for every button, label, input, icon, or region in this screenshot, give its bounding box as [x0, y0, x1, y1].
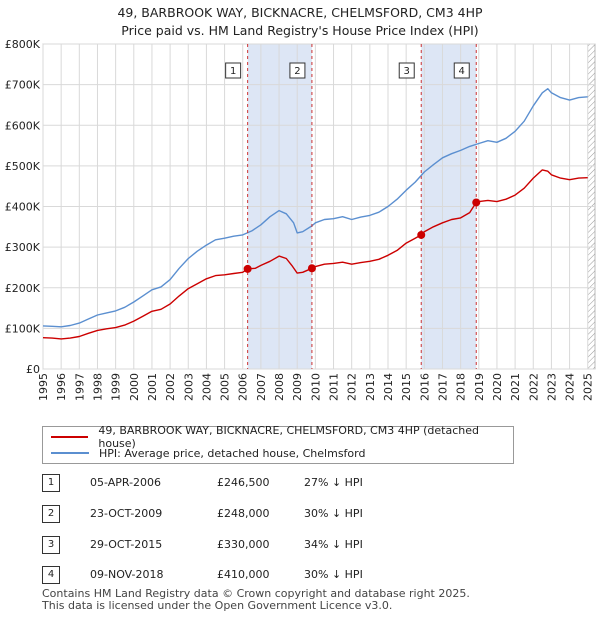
x-tick-label: 2004 — [200, 373, 213, 401]
x-tick-label: 2001 — [146, 373, 159, 401]
y-tick-label: £100K — [5, 322, 41, 335]
legend-item-property: 49, BARBROOK WAY, BICKNACRE, CHELMSFORD,… — [51, 424, 513, 450]
y-tick-label: £700K — [5, 79, 41, 92]
sale-date: 29-OCT-2015 — [90, 538, 163, 551]
price-chart: 1 2 3 4 £0 £100K £200K £300K £400K £500K £600K £70… — [5, 38, 596, 401]
x-tick-label: 1999 — [110, 373, 123, 401]
legend-label-property: 49, BARBROOK WAY, BICKNACRE, CHELMSFORD,… — [98, 424, 479, 450]
x-tick-label: 2018 — [455, 373, 468, 401]
x-tick-label: 2007 — [255, 373, 268, 401]
y-tick-label: £0 — [26, 363, 40, 376]
table-row: 2 23-OCT-2009 £248,000 30% ↓ HPI — [42, 505, 522, 525]
footer: Contains HM Land Registry data © Crown c… — [42, 588, 470, 612]
x-tick-label: 1995 — [37, 373, 50, 401]
legend-swatch-hpi — [51, 452, 89, 454]
sale-number-label: 3 — [404, 66, 410, 77]
x-tick-label: 2019 — [473, 373, 486, 401]
sale-point — [243, 264, 252, 273]
x-tick-label: 2021 — [509, 373, 522, 401]
sale-point — [307, 264, 316, 273]
sale-date: 05-APR-2006 — [90, 476, 162, 489]
sale-date: 23-OCT-2009 — [90, 507, 163, 520]
x-tick-label: 1996 — [55, 373, 68, 401]
sale-number-box — [289, 62, 306, 79]
legend-swatch-property — [51, 436, 89, 438]
x-tick-label: 2002 — [164, 373, 177, 401]
x-tick-label: 2016 — [418, 373, 431, 401]
sale-number-box: 4 — [42, 566, 60, 584]
chart-title: 49, BARBROOK WAY, BICKNACRE, CHELMSFORD,… — [0, 4, 600, 40]
sale-number-box — [398, 62, 415, 79]
x-tick-label: 1997 — [73, 373, 86, 401]
x-tick-label: 2025 — [582, 373, 595, 401]
x-tick-label: 2012 — [346, 373, 359, 401]
title-line-2: Price paid vs. HM Land Registry's House … — [121, 23, 479, 38]
x-tick-label: 1998 — [91, 373, 104, 401]
sale-point — [472, 198, 481, 207]
sale-number-label: 4 — [459, 66, 465, 77]
sale-number-box — [453, 62, 470, 79]
sale-number-box: 2 — [42, 505, 60, 523]
y-tick-label: £800K — [5, 38, 41, 51]
table-row: 3 29-OCT-2015 £330,000 34% ↓ HPI — [42, 536, 522, 556]
footer-copyright: Contains HM Land Registry data © Crown c… — [42, 587, 470, 600]
sale-price: £410,000 — [217, 568, 270, 581]
y-tick-label: £600K — [5, 119, 41, 132]
x-tick-label: 2020 — [491, 373, 504, 401]
sale-date: 09-NOV-2018 — [90, 568, 164, 581]
sale-price: £248,000 — [217, 507, 270, 520]
x-tick-label: 2011 — [328, 373, 341, 401]
sale-number-box — [225, 62, 242, 79]
x-tick-label: 2014 — [382, 373, 395, 401]
table-row: 1 05-APR-2006 £246,500 27% ↓ HPI — [42, 474, 522, 494]
legend-label-hpi: HPI: Average price, detached house, Chel… — [99, 446, 366, 460]
sale-number-label: 1 — [230, 66, 236, 77]
y-tick-label: £500K — [5, 160, 41, 173]
footer-licence: This data is licensed under the Open Gov… — [42, 599, 393, 612]
x-tick-label: 2006 — [237, 373, 250, 401]
sale-hpi-diff: 30% ↓ HPI — [304, 507, 363, 520]
sale-number-box: 3 — [42, 536, 60, 554]
sale-number-label: 2 — [294, 66, 300, 77]
x-tick-label: 2009 — [291, 373, 304, 401]
sale-hpi-diff: 34% ↓ HPI — [304, 538, 363, 551]
y-tick-label: £300K — [5, 241, 41, 254]
title-line-1: 49, BARBROOK WAY, BICKNACRE, CHELMSFORD,… — [117, 5, 483, 20]
series-line-hpi — [43, 88, 588, 328]
sale-point — [417, 230, 426, 239]
sale-price: £330,000 — [217, 538, 270, 551]
x-tick-label: 2022 — [527, 373, 540, 401]
x-tick-label: 2023 — [545, 373, 558, 401]
legend: 49, BARBROOK WAY, BICKNACRE, CHELMSFORD,… — [42, 424, 514, 464]
y-tick-label: £200K — [5, 282, 41, 295]
x-tick-label: 2017 — [436, 373, 449, 401]
sale-hpi-diff: 30% ↓ HPI — [304, 568, 363, 581]
legend-item-hpi: HPI: Average price, detached house, Chel… — [51, 445, 365, 461]
x-tick-label: 2015 — [400, 373, 413, 401]
x-tick-label: 2005 — [219, 373, 232, 401]
x-tick-label: 2024 — [564, 373, 577, 401]
x-tick-label: 2010 — [309, 373, 322, 401]
x-tick-label: 2008 — [273, 373, 286, 401]
sale-price: £246,500 — [217, 476, 270, 489]
x-tick-label: 2003 — [182, 373, 195, 401]
sale-number-box: 1 — [42, 474, 60, 492]
sale-hpi-diff: 27% ↓ HPI — [304, 476, 363, 489]
x-tick-label: 2013 — [364, 373, 377, 401]
y-tick-label: £400K — [5, 201, 41, 214]
x-tick-label: 2000 — [128, 373, 141, 401]
table-row: 4 09-NOV-2018 £410,000 30% ↓ HPI — [42, 566, 522, 586]
